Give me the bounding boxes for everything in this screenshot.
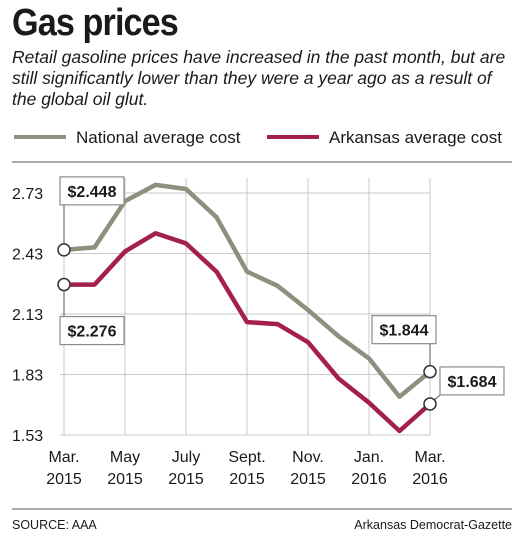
x-tick-label: Mar.	[48, 449, 79, 466]
callout-marker	[57, 277, 71, 292]
callout-label: $1.684	[448, 374, 497, 391]
legend-label-national: National average cost	[76, 128, 241, 147]
callout-box	[371, 315, 437, 345]
y-tick-label: 2.13	[12, 307, 43, 324]
chart-subtitle: Retail gasoline prices have increased in…	[12, 47, 506, 109]
x-tick-label: 2016	[351, 471, 387, 488]
callout-label: $2.276	[68, 324, 117, 341]
callout-marker	[57, 243, 71, 257]
y-axis-ticks: 2.73 2.43 2.13 1.83 1.53	[12, 186, 43, 445]
y-tick-label: 2.73	[12, 186, 43, 203]
x-tick-label: 2015	[168, 471, 204, 488]
x-tick-label: May	[110, 449, 140, 466]
x-tick-label: Nov.	[292, 449, 324, 466]
x-tick-label: Jan.	[354, 449, 384, 466]
callout-marker	[423, 397, 437, 411]
legend: National average cost Arkansas average c…	[14, 128, 502, 147]
series-line-arkansas	[61, 231, 433, 434]
callout-box	[439, 366, 505, 396]
x-tick-label: 2016	[412, 471, 448, 488]
series-lines	[61, 182, 433, 434]
x-tick-label: Sept.	[228, 449, 265, 466]
y-tick-label: 2.43	[12, 247, 43, 264]
x-tick-label: 2015	[107, 471, 143, 488]
credit-note: Arkansas Democrat-Gazette	[354, 518, 512, 532]
x-tick-label: Mar.	[414, 449, 445, 466]
x-axis-ticks: Mar. 2015 May 2015 July 2015 Sept. 2015 Nov. 2015…	[46, 449, 448, 488]
chart-title: Gas prices	[12, 2, 179, 44]
y-tick-label: 1.53	[12, 428, 43, 445]
callout-marker	[423, 364, 437, 379]
y-tick-label: 1.83	[12, 368, 43, 385]
x-tick-label: 2015	[46, 471, 82, 488]
x-tick-label: 2015	[229, 471, 265, 488]
series-line-national	[61, 182, 433, 399]
callouts: $2.448 $2.276 $1.844 $1.684	[57, 176, 505, 411]
callout-label: $1.844	[380, 323, 429, 340]
source-note: SOURCE: AAA	[12, 518, 97, 532]
callout-box	[59, 315, 125, 346]
callout-box	[59, 176, 125, 206]
x-tick-label: July	[172, 449, 200, 466]
callout-label: $2.448	[68, 184, 117, 201]
x-tick-label: 2015	[290, 471, 326, 488]
legend-label-arkansas: Arkansas average cost	[329, 128, 502, 147]
